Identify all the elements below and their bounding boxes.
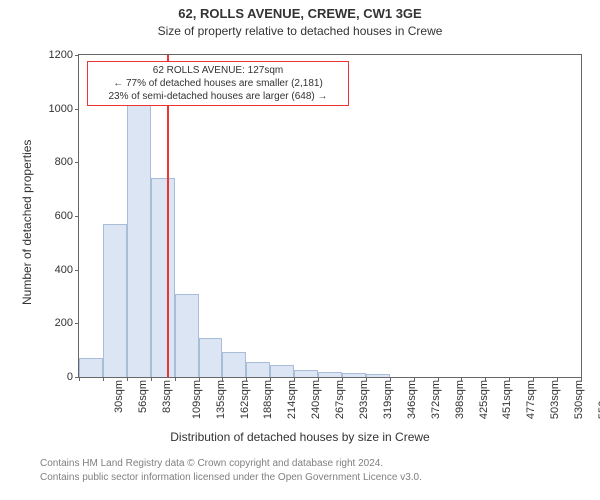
y-tick-label: 0: [67, 371, 73, 383]
x-tick-label: 503sqm: [549, 380, 561, 419]
x-tick-mark: [199, 377, 200, 381]
chart-subtitle: Size of property relative to detached ho…: [0, 24, 600, 38]
x-tick-mark: [151, 377, 152, 381]
x-tick-mark: [509, 377, 510, 381]
x-tick-label: 109sqm: [191, 380, 203, 419]
x-tick-mark: [533, 377, 534, 381]
histogram-bar: [79, 358, 103, 377]
x-tick-label: 477sqm: [526, 380, 538, 419]
x-tick-label: 530sqm: [573, 380, 585, 419]
y-tick-mark: [75, 216, 79, 217]
histogram-bar: [222, 352, 246, 377]
y-tick-label: 1200: [49, 49, 73, 61]
chart-title: 62, ROLLS AVENUE, CREWE, CW1 3GE: [0, 6, 600, 21]
y-tick-mark: [75, 323, 79, 324]
x-tick-mark: [318, 377, 319, 381]
histogram-bar: [246, 362, 270, 377]
y-axis-label: Number of detached properties: [20, 140, 34, 305]
x-tick-label: 267sqm: [334, 380, 346, 419]
x-tick-mark: [270, 377, 271, 381]
y-tick-mark: [75, 270, 79, 271]
x-tick-mark: [485, 377, 486, 381]
histogram-bar: [318, 372, 342, 377]
y-tick-label: 400: [55, 264, 73, 276]
x-axis-label: Distribution of detached houses by size …: [0, 430, 600, 444]
x-tick-label: 30sqm: [113, 380, 125, 413]
x-tick-label: 398sqm: [454, 380, 466, 419]
x-tick-label: 346sqm: [406, 380, 418, 419]
x-tick-mark: [581, 377, 582, 381]
y-tick-mark: [75, 162, 79, 163]
x-tick-mark: [366, 377, 367, 381]
y-tick-label: 800: [55, 156, 73, 168]
x-tick-label: 319sqm: [382, 380, 394, 419]
histogram-bar: [151, 178, 175, 377]
x-tick-label: 451sqm: [502, 380, 514, 419]
y-tick-label: 200: [55, 317, 73, 329]
x-tick-label: 293sqm: [358, 380, 370, 419]
footer-line-2: Contains public sector information licen…: [40, 472, 422, 483]
x-tick-mark: [414, 377, 415, 381]
x-tick-label: 83sqm: [161, 380, 173, 413]
x-tick-mark: [342, 377, 343, 381]
histogram-bar: [175, 294, 199, 377]
x-tick-label: 425sqm: [478, 380, 490, 419]
x-tick-mark: [222, 377, 223, 381]
y-tick-label: 600: [55, 210, 73, 222]
property-callout: 62 ROLLS AVENUE: 127sqm← 77% of detached…: [87, 61, 349, 106]
histogram-bar: [127, 95, 151, 377]
histogram-bar: [366, 374, 390, 377]
callout-title: 62 ROLLS AVENUE: 127sqm: [92, 64, 344, 77]
x-tick-mark: [438, 377, 439, 381]
y-tick-label: 1000: [49, 103, 73, 115]
x-tick-label: 214sqm: [286, 380, 298, 419]
x-tick-label: 188sqm: [263, 380, 275, 419]
x-tick-mark: [294, 377, 295, 381]
x-tick-mark: [461, 377, 462, 381]
histogram-bar: [103, 224, 127, 377]
x-tick-label: 135sqm: [215, 380, 227, 419]
x-tick-mark: [103, 377, 104, 381]
y-tick-mark: [75, 55, 79, 56]
callout-line-3: 23% of semi-detached houses are larger (…: [92, 90, 344, 103]
x-tick-mark: [246, 377, 247, 381]
x-tick-label: 56sqm: [137, 380, 149, 413]
x-tick-label: 240sqm: [310, 380, 322, 419]
histogram-bar: [294, 370, 318, 377]
histogram-bar: [270, 365, 294, 377]
callout-line-2: ← 77% of detached houses are smaller (2,…: [92, 77, 344, 90]
x-tick-mark: [79, 377, 80, 381]
histogram-bar: [342, 373, 366, 377]
x-tick-label: 372sqm: [430, 380, 442, 419]
histogram-bar: [199, 338, 223, 377]
x-tick-mark: [175, 377, 176, 381]
x-tick-label: 162sqm: [239, 380, 251, 419]
y-tick-mark: [75, 109, 79, 110]
chart-container: 62, ROLLS AVENUE, CREWE, CW1 3GE Size of…: [0, 0, 600, 500]
plot-area: 02004006008001000120030sqm56sqm83sqm109s…: [78, 54, 582, 378]
x-tick-mark: [390, 377, 391, 381]
x-tick-mark: [557, 377, 558, 381]
footer-line-1: Contains HM Land Registry data © Crown c…: [40, 458, 383, 469]
x-tick-mark: [127, 377, 128, 381]
